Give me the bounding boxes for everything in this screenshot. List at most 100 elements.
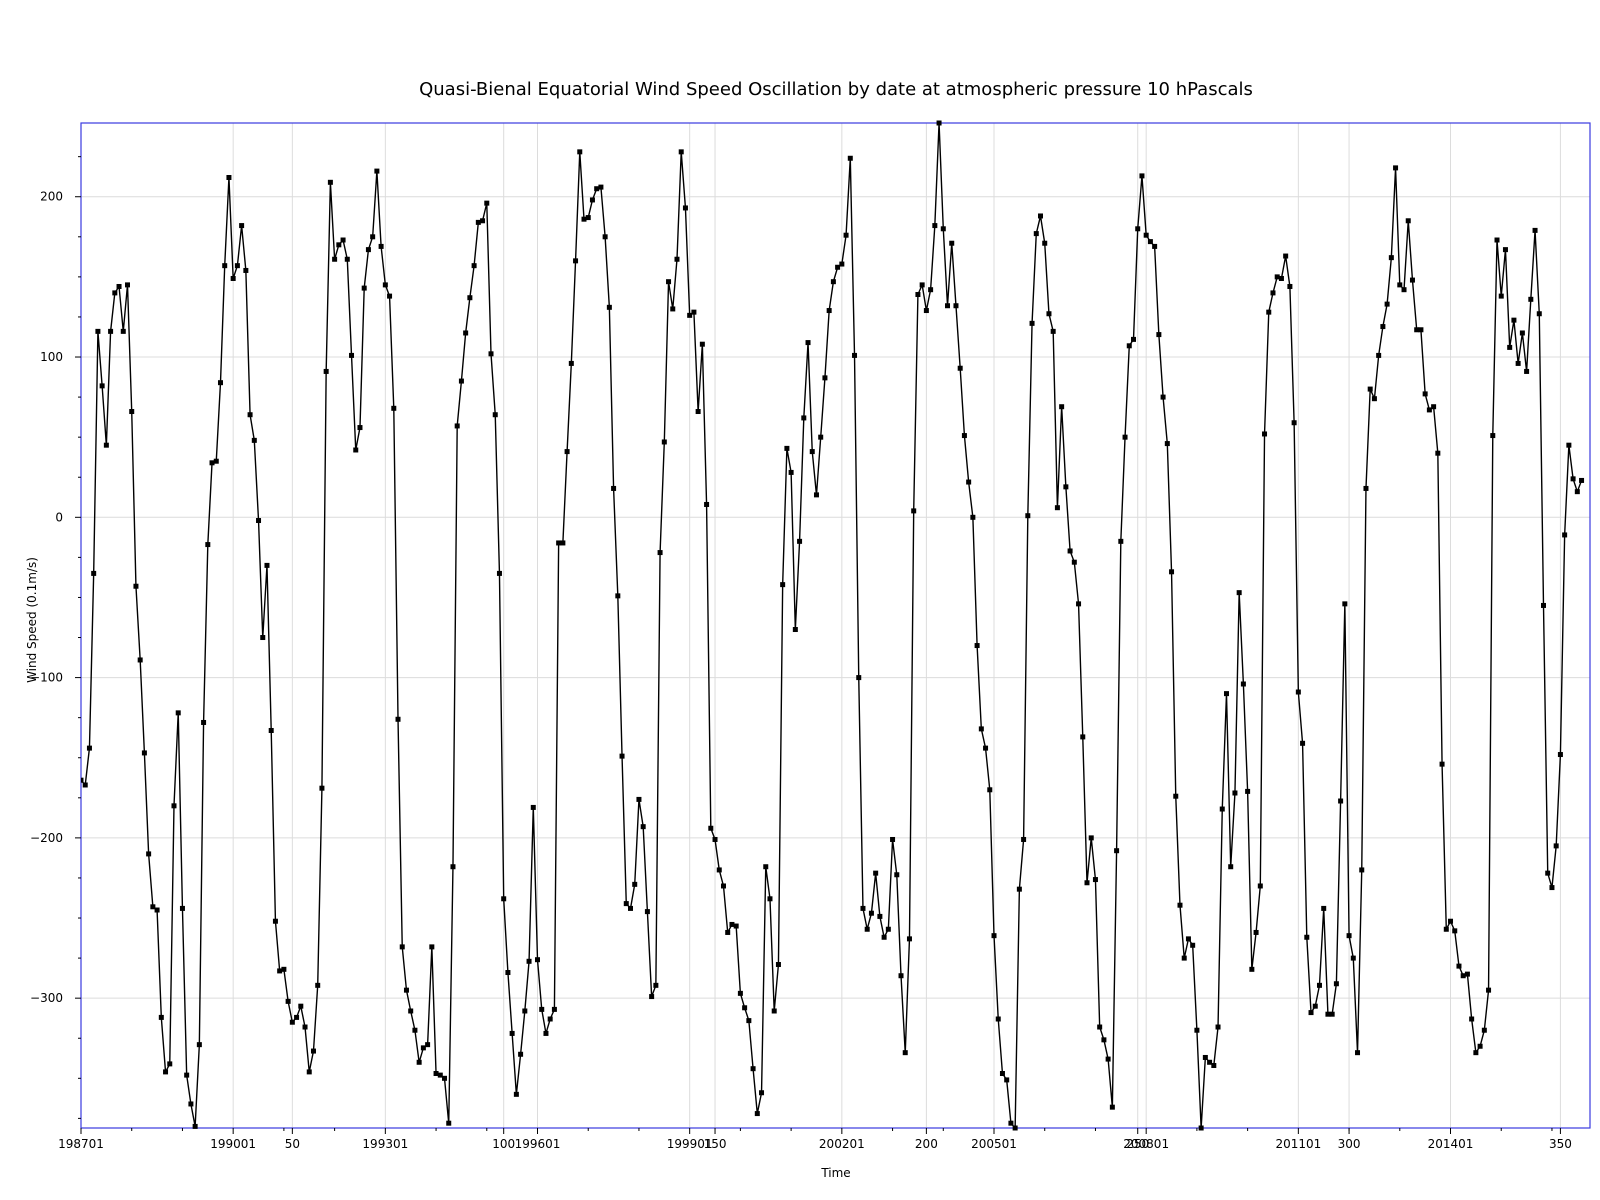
data-point [712,836,718,842]
data-point [754,1111,760,1117]
data-point [1342,601,1348,607]
data-point [767,896,773,902]
data-point [1257,883,1263,889]
x-tick-label: 250 [1126,1137,1149,1151]
data-point [606,304,612,310]
data-point [543,1030,549,1036]
data-point [868,910,874,916]
data-point [201,719,207,725]
data-point [940,226,946,232]
data-point [1363,485,1369,491]
data-point [682,205,688,211]
data-point [556,540,562,546]
data-point [877,913,883,919]
data-point [1325,1011,1331,1017]
data-point [1397,282,1403,288]
y-tick-label: 0 [55,510,63,524]
x-tick-label: 150 [704,1137,727,1151]
data-point [632,881,638,887]
data-point [463,330,469,336]
data-point [251,437,257,443]
data-point [720,883,726,889]
data-point [1473,1050,1479,1056]
data-point [1431,404,1437,410]
chart-title: Quasi-Bienal Equatorial Wind Speed Oscil… [419,79,1253,100]
data-point [264,562,270,568]
data-point [1245,788,1251,794]
data-point [454,423,460,429]
data-point [737,990,743,996]
data-point [615,593,621,599]
data-point [437,1072,443,1078]
data-point [1109,1104,1115,1110]
data-point [890,836,896,842]
x-tick-label: 200501 [971,1137,1017,1151]
data-point [91,570,97,576]
data-point [1042,240,1048,246]
data-point [361,285,367,291]
data-point [475,219,481,225]
data-point [1536,311,1542,317]
data-point [1219,806,1225,812]
x-axis-label: Time [820,1166,850,1180]
data-point [496,570,502,576]
x-tick-label: 300 [1338,1137,1361,1151]
data-point [1511,317,1517,323]
data-point [771,1008,777,1014]
data-point [970,514,976,520]
x-tick-label: 200 [915,1137,938,1151]
data-point [272,918,278,924]
data-point [1008,1120,1014,1126]
data-point [1198,1125,1204,1131]
x-tick-label: 200201 [819,1137,865,1151]
data-point [1278,275,1284,281]
data-point [1355,1050,1361,1056]
data-point [365,247,371,253]
data-point [826,308,832,314]
data-point [1249,966,1255,972]
data-point [327,179,333,185]
data-point [256,518,262,524]
data-point [239,223,245,229]
x-tick-label: 199301 [362,1137,408,1151]
data-point [336,242,342,248]
data-point [158,1014,164,1020]
data-point [577,149,583,155]
data-point [775,962,781,968]
data-point [1190,942,1196,948]
data-point [82,782,88,788]
data-point [1122,434,1128,440]
data-point [175,710,181,716]
data-point [1046,311,1052,317]
data-point [1071,559,1077,565]
data-point [885,926,891,932]
data-point [1371,396,1377,402]
data-point [1376,352,1382,358]
data-point [1452,928,1458,934]
x-tick-label: 198701 [58,1137,104,1151]
data-point [1253,929,1259,935]
data-point [247,412,253,418]
data-point [1414,327,1420,333]
data-point [184,1072,190,1078]
data-point [881,934,887,940]
data-point [103,442,109,448]
x-tick-label: 50 [285,1137,300,1151]
data-point [657,550,663,556]
data-point [378,243,384,249]
x-tick-label: 201101 [1275,1137,1321,1151]
data-point [1515,360,1521,366]
data-point [1469,1016,1475,1022]
data-point [458,378,464,384]
data-point [1266,309,1272,315]
data-point [995,1016,1001,1022]
data-point [522,1008,528,1014]
data-point [412,1027,418,1033]
data-point [953,303,959,309]
data-point [446,1120,452,1126]
data-point [141,750,147,756]
data-point [611,485,617,491]
data-point [805,340,811,346]
data-point [636,796,642,802]
data-point [416,1059,422,1065]
